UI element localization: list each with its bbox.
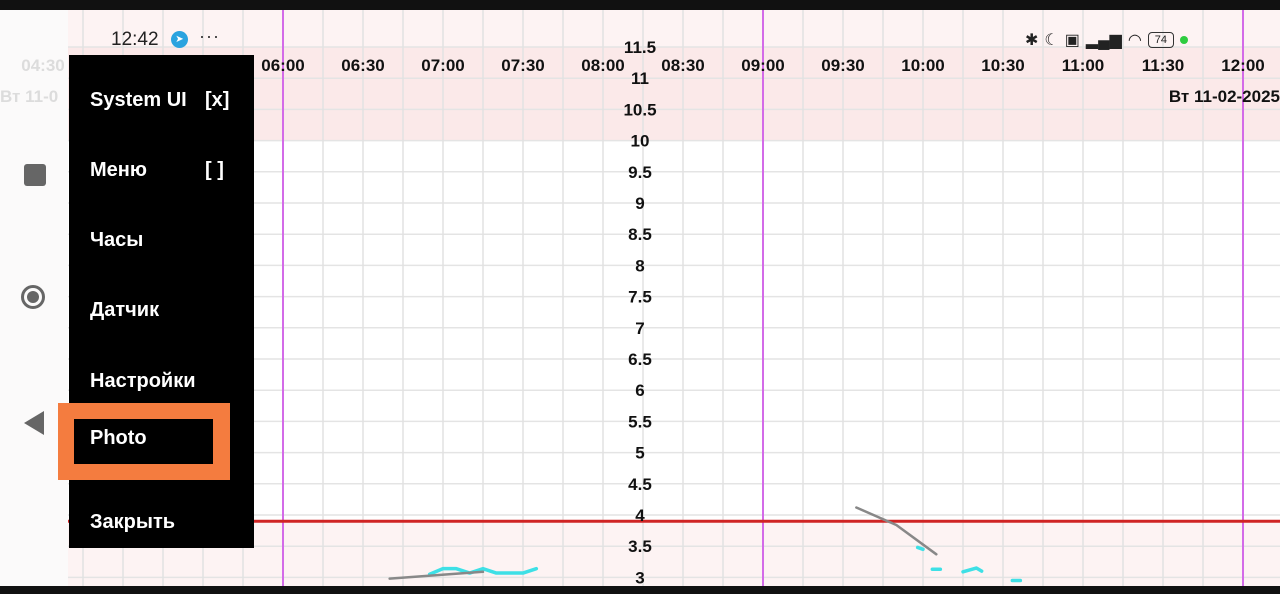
glucose-series-line <box>427 566 539 577</box>
y-tick-label: 8.5 <box>628 225 652 244</box>
x-tick-label: 10:00 <box>901 56 944 75</box>
chart-plot-area <box>68 141 1280 521</box>
menu-item-menu[interactable]: Меню [ ] <box>90 155 224 185</box>
y-tick-label: 10.5 <box>623 100 656 119</box>
menu-item-label: Датчик <box>90 298 160 321</box>
back-icon[interactable] <box>24 411 44 435</box>
menu-item-system-ui[interactable]: System UI [x] <box>90 85 229 115</box>
x-tick-label: 04:30 <box>21 56 64 75</box>
status-icons: ✱ ☾ ▣ ▂▄▆ ◠ 74 <box>1025 29 1189 51</box>
square-icon[interactable] <box>24 164 46 186</box>
y-tick-label: 5 <box>635 444 644 463</box>
glucose-series-line <box>915 545 925 552</box>
x-tick-label: 09:30 <box>821 56 864 75</box>
x-tick-label: 08:30 <box>661 56 704 75</box>
y-tick-label: 3.5 <box>628 537 652 556</box>
date-label-left: Вт 11-0 <box>0 87 58 106</box>
x-tick-label: 11:30 <box>1142 56 1185 75</box>
menu-item-checkbox: [x] <box>205 88 230 111</box>
glucose-series-line <box>961 566 984 574</box>
record-icon[interactable] <box>21 285 45 309</box>
x-tick-label: 09:00 <box>741 56 784 75</box>
menu-item-label: Меню <box>90 158 147 181</box>
trend-line <box>855 506 938 556</box>
x-tick-label: 12:00 <box>1221 56 1264 75</box>
more-notifications-icon: ··· <box>199 26 220 46</box>
menu-item-close[interactable]: Закрыть <box>90 507 175 537</box>
menu-item-sensor[interactable]: Датчик <box>90 295 159 325</box>
x-tick-label: 07:00 <box>421 56 464 75</box>
moon-icon: ☾ <box>1044 32 1059 49</box>
privacy-dot-icon <box>1180 36 1189 44</box>
wifi-icon: ◠ <box>1127 32 1142 49</box>
x-tick-label: 06:30 <box>341 56 384 75</box>
telegram-icon: ➤ <box>171 31 188 48</box>
date-label: Вт 11-02-2025 <box>1169 87 1280 106</box>
y-tick-label: 6 <box>635 381 644 400</box>
x-tick-label: 06:00 <box>261 56 304 75</box>
y-tick-label: 8 <box>635 256 644 275</box>
x-tick-label: 10:30 <box>981 56 1024 75</box>
y-tick-label: 10 <box>631 132 650 151</box>
menu-item-label: Часы <box>90 228 144 251</box>
y-tick-label: 11.5 <box>624 38 656 57</box>
x-tick-label: 07:30 <box>501 56 544 75</box>
y-tick-label: 5.5 <box>628 412 652 431</box>
x-tick-label: 08:00 <box>581 56 624 75</box>
y-tick-label: 6.5 <box>628 350 652 369</box>
menu-item-photo[interactable]: Photo <box>74 419 213 464</box>
menu-item-label: Photo <box>90 427 147 449</box>
chart-header-band <box>68 47 1280 141</box>
y-tick-label: 4 <box>635 506 645 525</box>
glucose-chart[interactable]: 04:30 06:00 06:30 07:00 07:30 08:00 08:30 09:00… <box>0 10 1280 586</box>
x-tick-label: 11:00 <box>1062 56 1105 75</box>
y-tick-label: 11 <box>631 69 649 88</box>
menu-item-photo-highlight[interactable]: Photo <box>58 403 230 480</box>
app-screen: 04:30 06:00 06:30 07:00 07:30 08:00 08:30 09:00… <box>0 10 1280 586</box>
y-tick-label: 9.5 <box>628 163 652 182</box>
menu-item-settings[interactable]: Настройки <box>90 366 196 396</box>
trend-line <box>388 570 485 580</box>
y-tick-label: 7 <box>635 319 644 338</box>
y-tick-label: 9 <box>635 194 644 213</box>
bluetooth-icon: ✱ <box>1025 32 1039 49</box>
y-tick-label: 7.5 <box>628 288 652 307</box>
volte-icon: ▣ <box>1064 32 1080 49</box>
menu-item-label: Закрыть <box>90 510 176 533</box>
menu-item-label: System UI <box>90 88 187 111</box>
signal-icon: ▂▄▆ <box>1085 32 1122 49</box>
battery-icon: 74 <box>1147 32 1175 48</box>
menu-item-checkbox: [ ] <box>205 158 224 181</box>
status-time: 12:42 <box>111 29 159 50</box>
menu-item-clock[interactable]: Часы <box>90 225 143 255</box>
menu-item-label: Настройки <box>90 369 196 392</box>
y-tick-label: 4.5 <box>628 475 652 494</box>
y-tick-label: 3 <box>635 568 644 586</box>
